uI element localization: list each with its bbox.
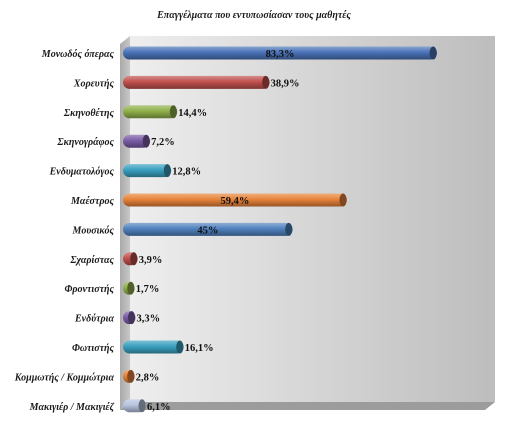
bar-end-cap [169,105,177,119]
category-label: Σκηνογράφος [56,137,114,148]
bar-end-cap [127,311,136,325]
bar-end-cap [130,252,138,266]
value-label: 45% [197,225,218,236]
bar [123,75,270,89]
value-label: 3,9% [139,255,163,266]
category-label: Σχαρίστας [69,255,114,266]
category-label: Μαέστρος [70,196,115,207]
category-label: Φωτιστής [72,343,115,354]
value-label: 59,4% [221,196,250,207]
category-label: Μονωδός όπερας [41,49,115,60]
plot-floor [120,402,495,410]
value-label: 6,1% [147,402,171,413]
value-label: 2,8% [136,372,160,383]
bar-end-cap [127,281,135,295]
bar-end-cap [285,222,293,236]
category-label: Κομμωτής / Κομμώτρια [14,372,115,383]
bar-end-cap [176,340,184,354]
category-label: Ενδυματολόγος [49,167,115,178]
bar-end-cap [127,369,135,383]
value-label: 7,2% [151,137,175,148]
bar-end-cap [262,75,270,89]
bar-end-cap [138,399,146,413]
value-label: 3,3% [136,314,160,325]
value-label: 14,4% [178,108,207,119]
bar [123,105,178,119]
value-label: 1,7% [136,284,160,295]
bar-end-cap [142,134,150,148]
bar [123,222,293,236]
bar [123,46,438,60]
value-label: 83,3% [266,49,295,60]
category-label: Μακιγιέρ / Μακιγιέζ [29,402,115,413]
bar [123,340,184,354]
category-label: Ενδύτρια [74,314,114,325]
category-label: Μουσικός [71,225,114,236]
bar-end-cap [163,164,171,178]
category-label: Χορευτής [73,78,115,89]
bar-end-cap [429,46,437,60]
bar [123,193,347,207]
plot-back-wall [130,36,495,402]
chart-title: Επαγγέλματα που εντυπωσίασαν τους μαθητέ… [157,10,351,21]
value-label: 38,9% [271,78,300,89]
bar-end-cap [339,193,347,207]
category-label: Φροντιστής [65,284,115,295]
value-label: 16,1% [185,343,214,354]
bar [123,164,172,178]
value-label: 12,8% [172,167,201,178]
category-label: Σκηνοθέτης [63,108,115,119]
